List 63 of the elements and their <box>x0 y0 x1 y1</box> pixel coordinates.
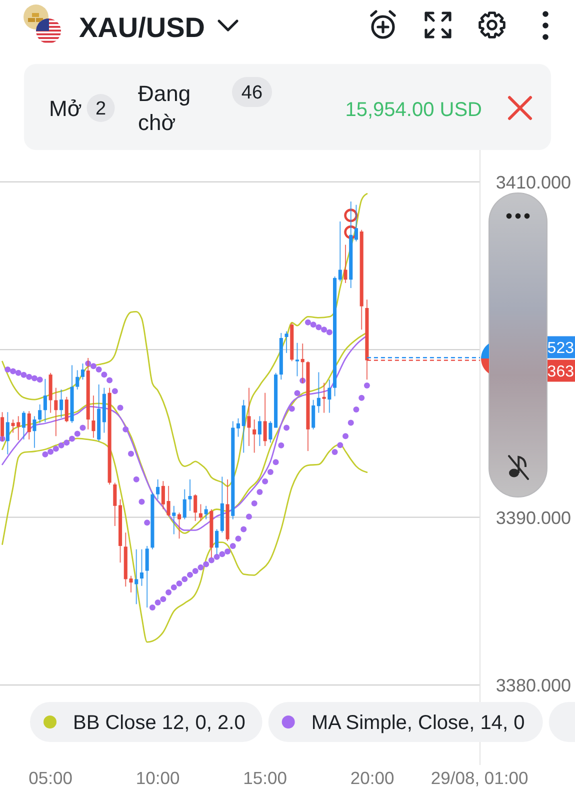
candlestick <box>258 416 262 447</box>
candlestick <box>60 388 64 418</box>
candlestick <box>166 485 170 516</box>
candlestick <box>145 545 149 608</box>
candlestick <box>172 505 176 535</box>
x-tick-label: 29/08, 01:00 <box>430 768 528 788</box>
x-tick-label: 10:00 <box>136 768 180 788</box>
candlestick <box>140 548 144 586</box>
text: 46 <box>241 82 263 104</box>
candlestick <box>236 418 240 438</box>
candlestick <box>43 378 47 423</box>
candlestick <box>27 410 31 440</box>
candlestick <box>177 512 182 540</box>
text: 2 <box>95 98 106 120</box>
candlestick <box>194 494 198 522</box>
candlestick <box>38 404 42 424</box>
candlestick <box>6 412 10 455</box>
text: 363 <box>547 364 574 381</box>
candlestick <box>252 419 256 454</box>
candlestick <box>64 396 68 423</box>
candlestick <box>242 399 246 454</box>
candlestick <box>198 504 202 522</box>
line-series <box>2 193 368 487</box>
candlestick <box>188 478 192 512</box>
y-tick-label: 3410.000 <box>496 172 571 192</box>
candlestick <box>76 370 80 390</box>
candlestick <box>284 330 288 354</box>
x-tick-label: 20:00 <box>350 768 394 788</box>
candlestick <box>295 342 300 377</box>
candlestick <box>113 482 117 527</box>
legend-label: MA Simple, Close, 14, 0 <box>311 712 525 734</box>
y-tick-label: 3390.000 <box>496 508 571 528</box>
text: Mở <box>49 96 82 121</box>
candlestick <box>322 382 326 414</box>
candlestick <box>182 488 186 520</box>
text: 523 <box>547 340 574 358</box>
line-series <box>2 438 368 643</box>
legend-label: BB Close 12, 0, 2.0 <box>73 712 246 734</box>
candlestick <box>92 395 96 438</box>
x-tick-label: 05:00 <box>28 768 73 788</box>
candlestick <box>328 379 332 414</box>
candlestick <box>22 410 26 440</box>
candlestick <box>204 505 208 520</box>
candlestick <box>268 420 272 444</box>
candlestick <box>344 244 348 284</box>
candlestick <box>312 399 316 430</box>
candlestick <box>316 372 320 414</box>
text: 15,954.00 USD <box>345 99 482 121</box>
candlestick <box>80 362 85 380</box>
text: Đang chờ <box>138 81 191 135</box>
candlestick <box>134 548 138 605</box>
chart-title: XAU/USD <box>79 12 206 43</box>
candlestick <box>300 343 304 384</box>
candlestick <box>338 220 342 282</box>
y-tick-label: 3380.000 <box>496 676 571 696</box>
candlestick <box>32 416 36 448</box>
candlestick <box>354 204 358 242</box>
candlestick <box>156 478 160 500</box>
candlestick <box>263 392 267 447</box>
candlestick <box>161 480 165 510</box>
x-tick-label: 15:00 <box>243 768 288 788</box>
candlestick <box>247 387 251 447</box>
candlestick <box>54 387 58 437</box>
